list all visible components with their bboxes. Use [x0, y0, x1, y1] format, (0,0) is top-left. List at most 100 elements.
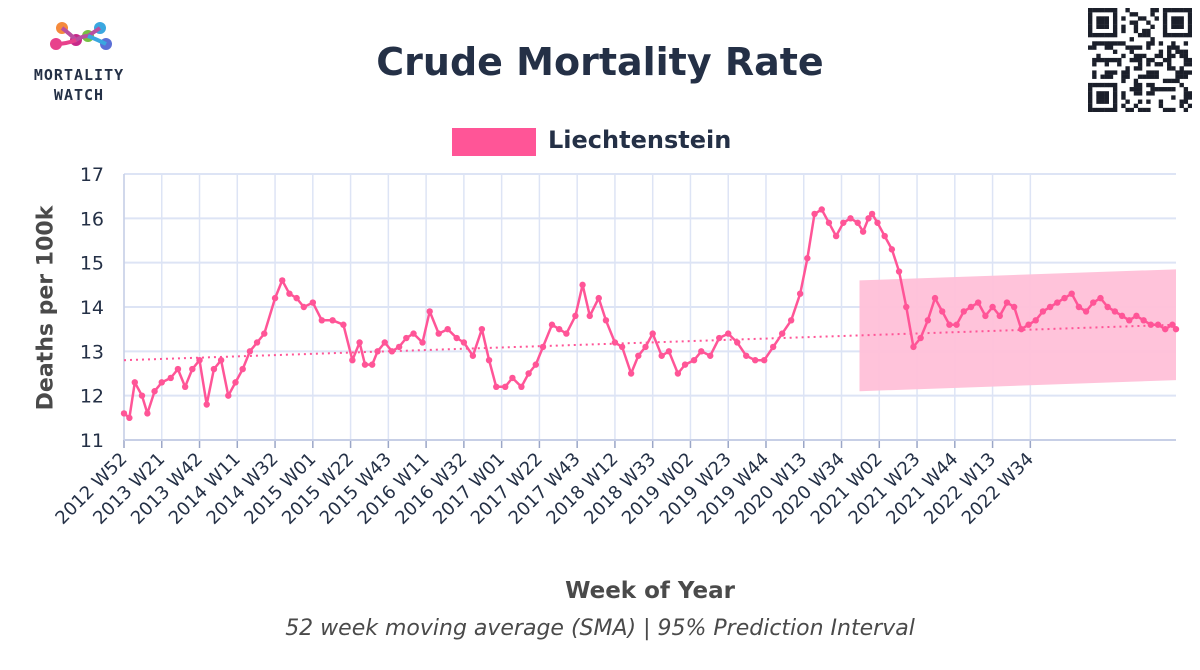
logo-text-line2: WATCH: [53, 86, 105, 104]
data-point: [368, 361, 376, 368]
x-axis-label: Week of Year: [565, 578, 735, 604]
legend-swatch: [452, 128, 536, 156]
data-point: [271, 294, 279, 302]
y-tick-label: 11: [80, 430, 104, 452]
data-point: [518, 383, 525, 390]
data-point: [1010, 303, 1018, 311]
data-point: [196, 357, 203, 364]
data-point: [340, 321, 347, 328]
data-point: [532, 361, 540, 368]
data-point: [210, 365, 218, 373]
data-point: [1111, 308, 1119, 315]
data-point: [279, 277, 286, 284]
data-point: [1090, 299, 1097, 306]
data-point: [225, 392, 232, 399]
data-point: [769, 343, 777, 351]
data-point: [854, 219, 861, 226]
data-point: [1154, 321, 1162, 328]
mortality-watch-logo: MORTALITY WATCH: [14, 14, 144, 110]
data-point: [120, 410, 128, 417]
data-point: [453, 334, 460, 342]
data-point: [1003, 299, 1011, 306]
data-point: [586, 312, 593, 320]
data-point: [309, 299, 317, 306]
data-point: [1126, 317, 1133, 324]
data-point: [649, 330, 656, 337]
data-point: [974, 299, 982, 306]
data-point: [131, 379, 138, 386]
data-point: [555, 325, 563, 333]
data-point: [868, 210, 876, 218]
data-point: [832, 232, 840, 240]
y-axis-label: Deaths per 100k: [33, 205, 59, 411]
data-point: [1140, 317, 1147, 324]
legend-label: Liechtenstein: [548, 126, 732, 154]
data-point: [1068, 290, 1075, 297]
data-point: [681, 361, 689, 368]
data-point: [563, 330, 570, 337]
data-point: [300, 303, 308, 311]
data-point: [1039, 308, 1047, 315]
data-point: [734, 339, 741, 346]
data-point: [126, 414, 133, 422]
data-point: [381, 339, 388, 346]
data-point: [859, 228, 867, 235]
data-point: [485, 357, 493, 364]
data-point: [138, 392, 146, 399]
data-point: [151, 388, 158, 395]
data-point: [525, 370, 532, 377]
data-point: [1118, 312, 1126, 320]
data-point: [293, 294, 300, 302]
logo-text-line1: MORTALITY: [33, 66, 125, 84]
data-point: [690, 357, 698, 364]
data-point: [502, 383, 509, 390]
data-point: [1054, 299, 1061, 306]
data-point: [825, 219, 833, 226]
data-point: [818, 206, 825, 213]
data-point: [602, 317, 610, 324]
data-point: [261, 330, 268, 337]
data-point: [410, 330, 417, 337]
data-point: [1075, 303, 1083, 311]
data-point: [253, 339, 261, 346]
data-point: [419, 339, 426, 346]
data-point: [1046, 303, 1054, 311]
data-point: [1018, 325, 1025, 333]
data-point: [627, 370, 635, 377]
data-point: [910, 343, 917, 351]
data-point: [635, 352, 642, 359]
data-point: [158, 379, 165, 386]
data-point: [318, 317, 326, 324]
data-point: [1097, 294, 1104, 302]
data-point: [329, 317, 336, 324]
data-point: [743, 352, 750, 359]
data-point: [388, 348, 396, 355]
data-point: [953, 321, 960, 328]
qr-code-icon[interactable]: [1088, 8, 1192, 112]
data-point: [642, 343, 649, 351]
data-point: [888, 246, 896, 253]
data-point: [658, 352, 665, 359]
y-tick-label: 12: [80, 386, 104, 408]
chart-subtitle: 52 week moving average (SMA) | 95% Predi…: [285, 616, 915, 641]
data-point: [778, 330, 786, 337]
data-point: [349, 357, 356, 364]
data-point: [1104, 303, 1111, 311]
data-point: [917, 334, 924, 342]
data-point: [356, 339, 363, 346]
data-point: [982, 312, 989, 320]
data-point: [840, 219, 847, 226]
logo-mark-icon: [50, 22, 112, 50]
y-tick-label: 13: [80, 341, 104, 363]
data-point: [881, 232, 888, 240]
data-point: [787, 317, 795, 324]
data-point: [403, 334, 410, 342]
data-point: [665, 348, 673, 355]
data-point: [895, 268, 903, 275]
data-point: [189, 365, 196, 373]
data-point: [374, 348, 381, 355]
data-point: [509, 374, 516, 382]
data-point: [246, 348, 254, 355]
data-point: [144, 410, 151, 417]
